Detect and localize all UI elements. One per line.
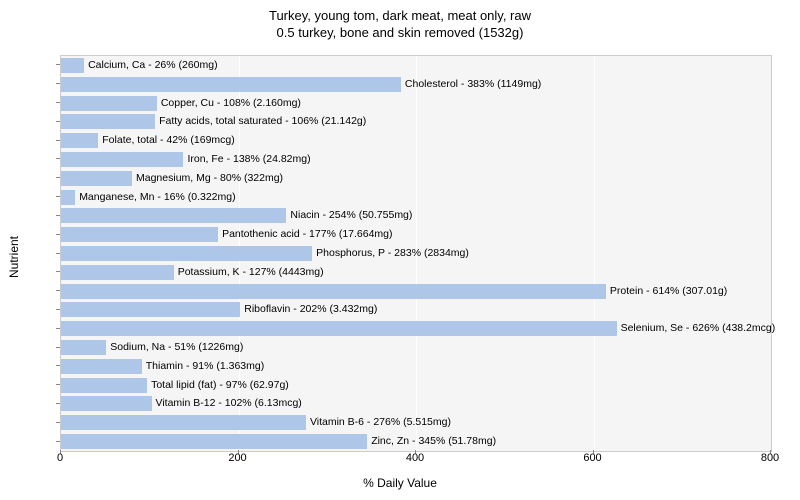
bar	[61, 96, 157, 111]
ytick-mark	[56, 64, 60, 65]
bar-label: Niacin - 254% (50.755mg)	[286, 208, 412, 223]
bar-label: Zinc, Zn - 345% (51.78mg)	[367, 434, 496, 449]
bar	[61, 114, 155, 129]
ytick-mark	[56, 309, 60, 310]
ytick-mark	[56, 121, 60, 122]
bar-label: Sodium, Na - 51% (1226mg)	[106, 340, 243, 355]
bar-label: Protein - 614% (307.01g)	[606, 284, 727, 299]
bar-label: Manganese, Mn - 16% (0.322mg)	[75, 190, 235, 205]
y-axis-label: Nutrient	[7, 236, 21, 278]
ytick-mark	[56, 365, 60, 366]
bar-label: Phosphorus, P - 283% (2834mg)	[312, 246, 469, 261]
bar	[61, 133, 98, 148]
bar	[61, 302, 240, 317]
ytick-mark	[56, 140, 60, 141]
bar	[61, 396, 152, 411]
bar	[61, 359, 142, 374]
title-line-2: 0.5 turkey, bone and skin removed (1532g…	[277, 25, 524, 40]
bar	[61, 434, 367, 449]
ytick-mark	[56, 271, 60, 272]
bar-label: Iron, Fe - 138% (24.82mg)	[183, 152, 310, 167]
bar	[61, 152, 183, 167]
ytick-mark	[56, 441, 60, 442]
bar	[61, 208, 286, 223]
bar-label: Riboflavin - 202% (3.432mg)	[240, 302, 377, 317]
ytick-mark	[56, 177, 60, 178]
bar-label: Potassium, K - 127% (4443mg)	[174, 265, 324, 280]
bar-label: Fatty acids, total saturated - 106% (21.…	[155, 114, 366, 129]
nutrient-chart: Turkey, young tom, dark meat, meat only,…	[0, 0, 800, 500]
bar-label: Pantothenic acid - 177% (17.664mg)	[218, 227, 392, 242]
bar	[61, 265, 174, 280]
ytick-mark	[56, 196, 60, 197]
bar-label: Calcium, Ca - 26% (260mg)	[84, 58, 218, 73]
bar	[61, 340, 106, 355]
ytick-mark	[56, 158, 60, 159]
xtick-label: 600	[583, 452, 601, 464]
bar	[61, 246, 312, 261]
bar	[61, 77, 401, 92]
xtick-label: 800	[761, 452, 779, 464]
ytick-mark	[56, 347, 60, 348]
ytick-mark	[56, 215, 60, 216]
chart-title: Turkey, young tom, dark meat, meat only,…	[0, 0, 800, 42]
bar	[61, 190, 75, 205]
ytick-mark	[56, 253, 60, 254]
bar	[61, 378, 147, 393]
gridline	[594, 56, 595, 451]
bar-label: Folate, total - 42% (169mcg)	[98, 133, 234, 148]
bar-label: Copper, Cu - 108% (2.160mg)	[157, 96, 301, 111]
xtick-label: 0	[57, 452, 63, 464]
bar	[61, 415, 306, 430]
ytick-mark	[56, 384, 60, 385]
bar	[61, 58, 84, 73]
bar-label: Magnesium, Mg - 80% (322mg)	[132, 171, 283, 186]
x-axis-label: % Daily Value	[363, 476, 437, 490]
ytick-mark	[56, 290, 60, 291]
bar	[61, 321, 617, 336]
bar	[61, 227, 218, 242]
ytick-mark	[56, 102, 60, 103]
bar	[61, 171, 132, 186]
bar	[61, 284, 606, 299]
bar-label: Vitamin B-6 - 276% (5.515mg)	[306, 415, 451, 430]
ytick-mark	[56, 328, 60, 329]
title-line-1: Turkey, young tom, dark meat, meat only,…	[269, 8, 531, 23]
ytick-mark	[56, 422, 60, 423]
ytick-mark	[56, 403, 60, 404]
bar-label: Vitamin B-12 - 102% (6.13mcg)	[152, 396, 302, 411]
ytick-mark	[56, 83, 60, 84]
bar-label: Total lipid (fat) - 97% (62.97g)	[147, 378, 289, 393]
bar-label: Selenium, Se - 626% (438.2mcg)	[617, 321, 776, 336]
bar-label: Cholesterol - 383% (1149mg)	[401, 77, 541, 92]
bar-label: Thiamin - 91% (1.363mg)	[142, 359, 264, 374]
xtick-label: 400	[406, 452, 424, 464]
ytick-mark	[56, 234, 60, 235]
xtick-label: 200	[228, 452, 246, 464]
plot-area: Calcium, Ca - 26% (260mg) Cholesterol - 3…	[60, 55, 772, 452]
